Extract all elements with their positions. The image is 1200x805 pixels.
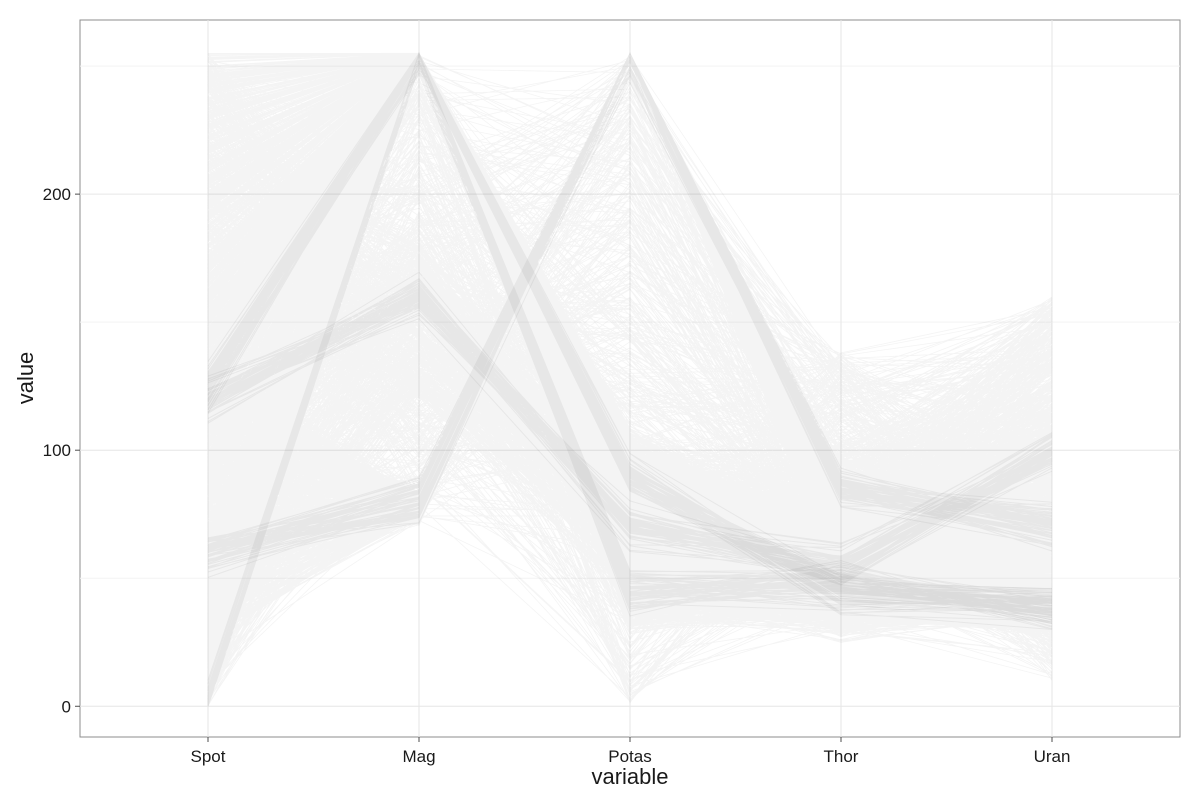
series-lines [207,52,1053,707]
x-tick-label-thor: Thor [824,747,859,766]
x-tick-label-potas: Potas [608,747,651,766]
x-axis-title: variable [591,764,668,789]
band-4 [207,271,1053,586]
grid-lines [80,20,1180,737]
x-tick-label-uran: Uran [1034,747,1071,766]
axes: 0 100 200 Spot Mag Potas Thor Uran [43,185,1071,766]
y-tick-label: 200 [43,185,71,204]
x-tick-label-mag: Mag [402,747,435,766]
y-axis-title: value [13,352,38,405]
band-2 [207,52,1053,578]
y-tick-label: 0 [62,697,71,716]
band-3 [207,52,1053,630]
y-tick-label: 100 [43,441,71,460]
data-lines [207,51,1053,707]
band-1 [207,51,1053,707]
x-tick-label-spot: Spot [191,747,226,766]
